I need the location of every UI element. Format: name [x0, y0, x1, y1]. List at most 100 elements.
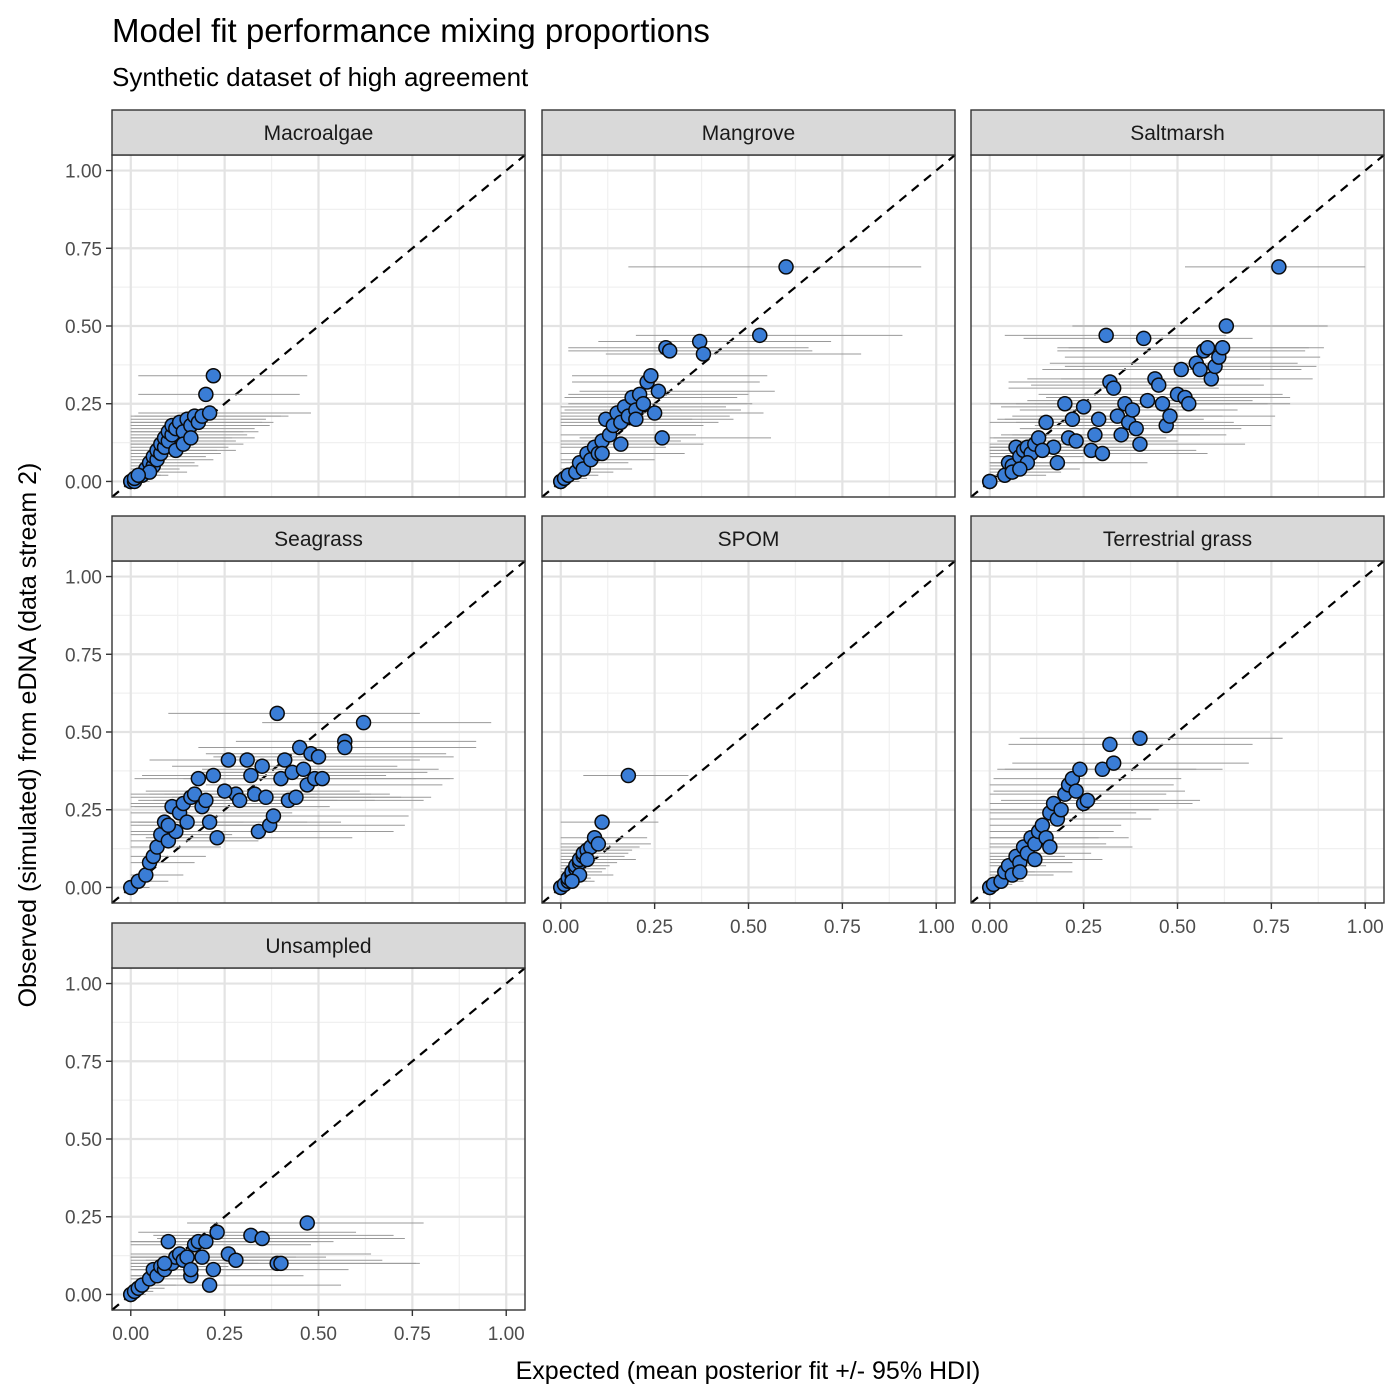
x-tick-label: 0.25 — [1065, 917, 1102, 938]
data-point — [1064, 411, 1081, 428]
strip-background — [970, 515, 1385, 562]
data-point — [220, 752, 237, 768]
data-point — [752, 327, 768, 344]
strip-label-saltmarsh: Saltmarsh — [1130, 122, 1225, 145]
x-tick-label: 0.00 — [112, 1324, 149, 1345]
data-point — [273, 1255, 289, 1272]
data-point — [160, 817, 177, 834]
data-point — [1012, 864, 1028, 880]
data-point — [1068, 433, 1084, 449]
data-point — [564, 873, 580, 889]
data-point — [661, 343, 678, 359]
strip-label-macroalgae: Macroalgae — [264, 122, 374, 145]
data-point — [594, 814, 610, 830]
strip-background — [541, 515, 956, 562]
data-point — [1053, 801, 1069, 818]
data-point — [201, 405, 218, 421]
y-tick-label: 0.25 — [65, 801, 102, 822]
data-point — [1218, 318, 1235, 334]
strip-label-spom: SPOM — [718, 528, 780, 551]
data-point — [1034, 442, 1051, 459]
data-point — [1075, 399, 1092, 415]
x-tick-label: 0.25 — [636, 917, 673, 938]
panel-mangrove: Mangrove — [541, 109, 956, 498]
data-point — [1154, 395, 1171, 412]
y-tick-label: 1.00 — [65, 568, 102, 589]
chart-title: Model fit performance mixing proportions — [112, 12, 710, 49]
data-point — [183, 1261, 199, 1278]
data-point — [299, 1215, 315, 1231]
data-point — [1094, 445, 1111, 462]
data-point — [654, 430, 670, 446]
data-point — [1139, 392, 1156, 409]
x-tick-label: 1.00 — [918, 917, 955, 938]
data-point — [228, 1252, 244, 1269]
y-tick-label: 0.25 — [65, 1208, 102, 1229]
data-point — [160, 1233, 177, 1250]
data-point — [231, 792, 248, 809]
data-point — [209, 829, 225, 846]
data-point — [190, 770, 207, 787]
data-point — [1105, 380, 1122, 396]
y-tick-label: 0.00 — [65, 1285, 102, 1306]
data-point — [1038, 414, 1054, 431]
data-point — [1181, 395, 1197, 412]
x-tick-label: 0.25 — [206, 1324, 243, 1345]
panel-macroalgae: Macroalgae 0.00 0.25 0.50 0.75 1.00 — [65, 109, 526, 498]
data-point — [337, 739, 353, 756]
data-point — [650, 383, 667, 400]
data-point — [1102, 736, 1118, 753]
facet-panels: Macroalgae 0.00 0.25 0.50 0.75 1.00 Mangrove Sa… — [65, 109, 1385, 1345]
data-point — [1079, 792, 1096, 809]
x-tick-label: 0.00 — [971, 917, 1008, 938]
data-point — [1057, 395, 1073, 412]
x-tick-label: 0.50 — [1159, 917, 1196, 938]
data-point — [130, 467, 147, 483]
y-tick-label: 1.00 — [65, 975, 102, 996]
panel-spom: SPOM 0.00 0.25 0.50 0.75 1.00 — [541, 515, 956, 938]
data-point — [198, 1233, 214, 1250]
panel-seagrass: Seagrass 0.00 0.25 0.50 0.75 1.00 — [65, 515, 526, 904]
y-tick-label: 0.50 — [65, 1130, 102, 1151]
data-point — [310, 749, 327, 765]
data-point — [1087, 427, 1103, 443]
data-point — [1132, 436, 1148, 452]
data-point — [1124, 402, 1141, 418]
data-point — [269, 705, 285, 722]
data-point — [205, 767, 222, 784]
x-tick-label: 0.50 — [300, 1324, 337, 1345]
x-tick-label: 1.00 — [1347, 917, 1384, 938]
x-tick-label: 0.75 — [824, 917, 861, 938]
data-point — [1128, 420, 1144, 437]
data-point — [613, 436, 629, 452]
data-point — [295, 761, 312, 778]
strip-background — [970, 109, 1385, 156]
data-point — [205, 367, 222, 384]
data-point — [1012, 461, 1028, 477]
data-point — [1214, 340, 1231, 356]
data-point — [1042, 839, 1058, 855]
data-point — [646, 405, 663, 421]
data-point — [288, 789, 304, 806]
strip-background — [111, 109, 526, 156]
x-tick-label: 1.00 — [488, 1324, 525, 1345]
y-axis-label: Observed (simulated) from eDNA (data str… — [14, 463, 42, 1008]
data-point — [579, 851, 595, 868]
y-tick-label: 0.00 — [65, 878, 102, 899]
data-point — [258, 789, 274, 806]
strip-background — [111, 922, 526, 969]
panel-unsampled: Unsampled 0.00 0.25 0.50 0.75 1.00 0.00 0.25 0.5… — [65, 922, 526, 1345]
panel-terrestrial-grass: Terrestrial grass 0.00 0.25 0.50 0.75 1.00 — [970, 515, 1385, 938]
data-point — [1068, 783, 1084, 799]
data-point — [205, 1261, 222, 1278]
data-point — [620, 767, 637, 784]
strip-label-terrestrial-grass: Terrestrial grass — [1103, 528, 1252, 551]
data-point — [355, 714, 372, 731]
data-point — [254, 1230, 270, 1247]
data-point — [201, 814, 218, 830]
data-point — [254, 758, 270, 774]
y-tick-label: 0.50 — [65, 317, 102, 338]
data-point — [1098, 327, 1114, 344]
strip-background — [111, 515, 526, 562]
